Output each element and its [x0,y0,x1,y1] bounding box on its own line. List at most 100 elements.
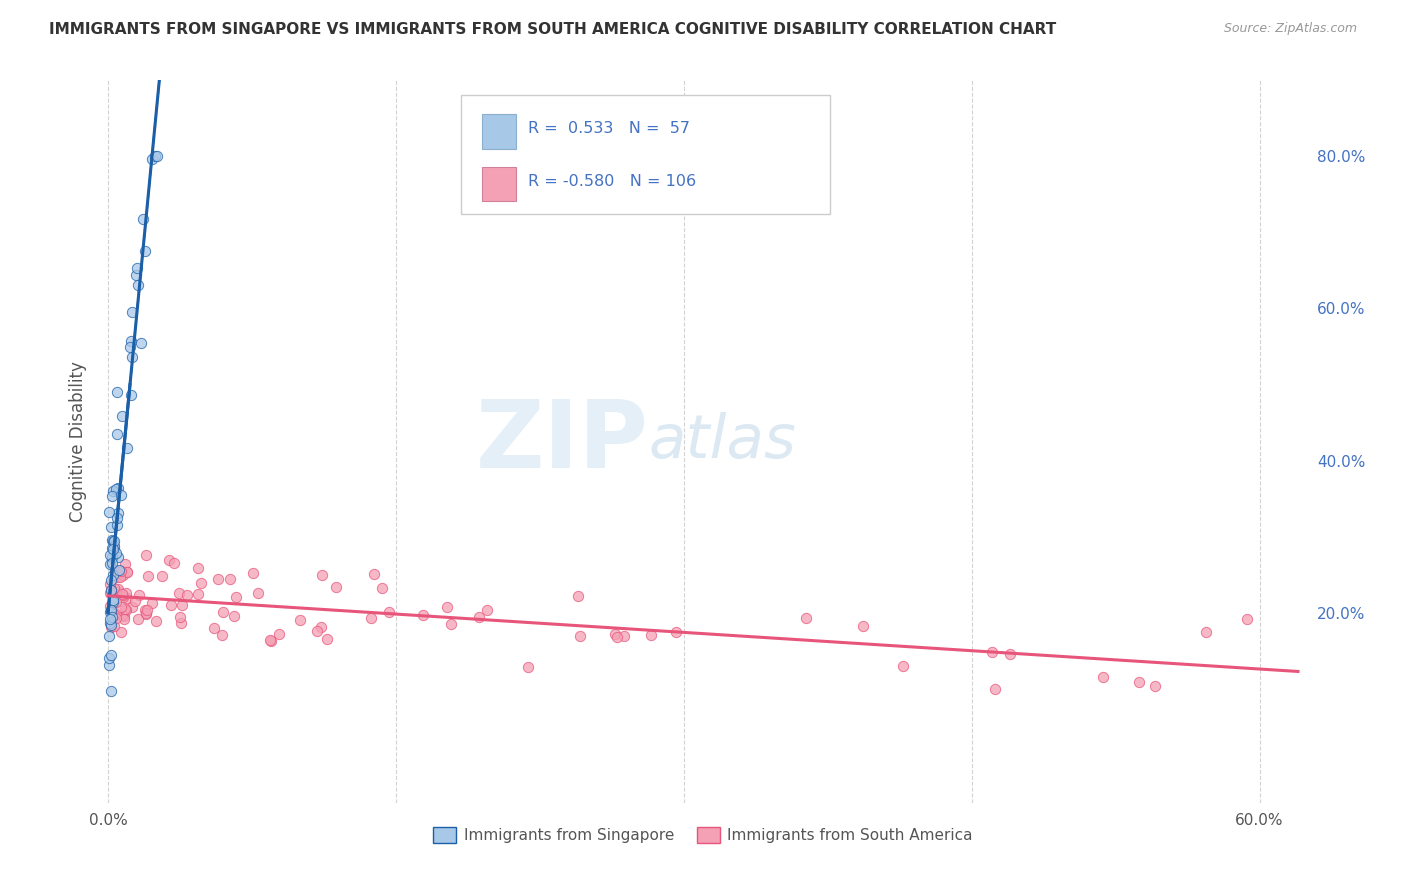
Point [100,519,122,533]
Point [100,620,122,634]
Point [98,651,121,665]
Point [794,610,817,624]
Point [114,602,136,616]
Point [309,620,332,634]
Point [146,149,169,163]
Point [288,613,311,627]
Point [121,350,143,364]
Point [98,548,121,562]
Bar [482,167,516,202]
Point [98,629,121,643]
Point [105,510,128,524]
Point [371,581,394,595]
Point [124,594,146,608]
Point [112,567,135,582]
Point [111,607,134,622]
Point [891,659,914,673]
Point [603,627,626,641]
Point [260,634,283,648]
Point [103,533,125,548]
Point [103,539,125,553]
Point [115,586,138,600]
Point [440,616,463,631]
Legend: Immigrants from Singapore, Immigrants from South America: Immigrants from Singapore, Immigrants fr… [427,822,979,849]
Point [128,588,150,602]
Point [111,587,134,601]
Point [141,596,163,610]
Point [517,660,540,674]
Point [412,607,434,622]
Point [1092,670,1115,684]
Point [101,533,124,548]
Point [100,602,122,616]
Point [315,632,337,646]
Point [104,563,127,577]
Point [110,488,132,502]
Point [852,619,875,633]
Point [121,334,143,349]
Point [103,618,125,632]
Point [129,336,152,351]
Point [606,630,628,644]
Point [112,608,135,623]
Point [169,609,191,624]
Point [143,149,166,163]
Point [567,589,589,603]
Point [202,621,225,635]
Point [101,556,124,570]
Point [134,603,156,617]
Point [436,600,458,615]
Point [120,388,142,402]
Point [612,629,634,643]
Point [468,610,491,624]
Point [100,684,122,698]
Point [207,572,229,586]
Point [100,582,122,597]
Point [105,611,128,625]
Point [115,591,138,605]
Point [360,610,382,624]
Point [665,624,688,639]
Point [640,628,662,642]
Point [110,625,132,640]
Text: atlas: atlas [648,412,796,471]
Point [568,629,591,643]
Point [259,632,281,647]
Point [110,570,132,584]
Point [98,577,121,591]
Point [101,489,124,503]
Point [145,614,167,628]
Point [110,564,132,578]
Point [325,580,347,594]
Point [100,541,122,555]
Point [110,600,132,615]
Point [100,574,122,588]
Point [187,587,209,601]
Point [984,681,1007,696]
Point [103,541,125,555]
Point [98,599,121,614]
Point [103,582,125,596]
Point [107,506,129,520]
Point [138,568,160,582]
Point [170,598,193,612]
Point [1236,612,1258,626]
Point [111,409,134,423]
Point [103,541,125,556]
Point [114,603,136,617]
Point [105,384,128,399]
Point [135,602,157,616]
Point [135,607,157,621]
Text: Source: ZipAtlas.com: Source: ZipAtlas.com [1223,22,1357,36]
Point [363,567,385,582]
Point [135,607,157,621]
Point [169,615,191,630]
Point [100,549,122,564]
Point [107,550,129,565]
Text: IMMIGRANTS FROM SINGAPORE VS IMMIGRANTS FROM SOUTH AMERICA COGNITIVE DISABILITY : IMMIGRANTS FROM SINGAPORE VS IMMIGRANTS … [49,22,1056,37]
Point [115,565,138,579]
Point [125,268,148,282]
Point [103,595,125,609]
Point [998,647,1021,661]
Point [247,585,270,599]
